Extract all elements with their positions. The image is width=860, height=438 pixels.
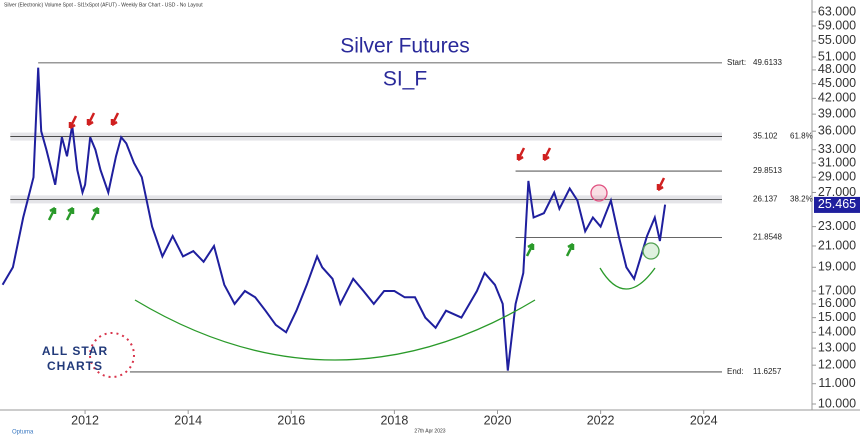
- arrow: [47, 206, 57, 221]
- y-tick-label: 15.000: [818, 310, 856, 324]
- y-tick-label: 36.000: [818, 123, 856, 137]
- x-tick-label: 2014: [174, 413, 202, 427]
- last-price: 25.465: [818, 197, 856, 211]
- x-tick-label: 2024: [690, 413, 718, 427]
- arc: [134, 299, 536, 361]
- last-price-box: [814, 196, 860, 213]
- x-tick-label: 2020: [484, 413, 512, 427]
- y-tick-label: 13.000: [818, 340, 856, 354]
- footer-brand: Optuma: [12, 430, 34, 436]
- y-tick-label: 17.000: [818, 283, 856, 297]
- logo: ALL STAR CHARTS: [42, 332, 135, 378]
- annotations: [134, 184, 660, 361]
- y-tick-label: 33.000: [818, 142, 856, 156]
- arc: [599, 267, 656, 290]
- level-value: 29.8513: [753, 166, 782, 175]
- x-tick-label: 2016: [277, 413, 305, 427]
- x-tick-label: 2022: [587, 413, 615, 427]
- y-tick-label: 11.000: [818, 376, 855, 390]
- arrow: [525, 242, 535, 257]
- arrow: [516, 147, 526, 162]
- footer-date: 27th Apr 2023: [414, 428, 445, 434]
- arrows: [47, 112, 666, 257]
- header: Silver (Electronic) Volume Spot - SI1!xS…: [4, 2, 203, 8]
- logo-text: ALL STAR: [42, 344, 108, 358]
- logo-text: CHARTS: [47, 359, 103, 373]
- chart-title: Silver Futures: [340, 35, 470, 58]
- level-prefix: Start:: [727, 58, 746, 67]
- y-tick-label: 31.000: [818, 155, 856, 169]
- arrow: [656, 177, 666, 192]
- y-tick-label: 45.000: [818, 76, 856, 90]
- price-line: [1, 67, 667, 371]
- y-tick-label: 29.000: [818, 170, 856, 184]
- x-tick-label: 2018: [380, 413, 408, 427]
- chart-subtitle: SI_F: [383, 68, 427, 91]
- arrow: [90, 206, 100, 221]
- y-tick-label: 23.000: [818, 219, 856, 233]
- y-tick-label: 42.000: [818, 91, 856, 105]
- logo-ring: [89, 332, 135, 378]
- level-value: 49.6133: [753, 58, 782, 67]
- y-tick-label: 16.000: [818, 296, 856, 310]
- y-tick-label: 63.000: [818, 4, 856, 18]
- y-tick-label: 51.000: [818, 49, 856, 63]
- arrow: [86, 112, 96, 127]
- y-tick-label: 12.000: [818, 357, 856, 371]
- y-tick-label: 21.000: [818, 238, 856, 252]
- arrow: [542, 147, 552, 162]
- level-note: 38.2%: [790, 194, 813, 203]
- y-tick-label: 27.000: [818, 185, 856, 199]
- level-prefix: End:: [727, 367, 743, 376]
- arrow: [65, 206, 75, 221]
- x-tick-label: 2012: [71, 413, 99, 427]
- arrow: [68, 115, 78, 130]
- y-tick-label: 39.000: [818, 106, 856, 120]
- y-tick-label: 14.000: [818, 325, 856, 339]
- y-tick-label: 10.000: [818, 396, 856, 410]
- y-tick-label: 55.000: [818, 33, 856, 47]
- level-note: 61.8%: [790, 132, 813, 141]
- level-value: 11.6257: [753, 367, 782, 376]
- arrow: [110, 112, 120, 127]
- arrow: [565, 242, 575, 257]
- y-tick-label: 48.000: [818, 62, 856, 76]
- level-value: 35.102: [753, 132, 778, 141]
- highlight: [590, 184, 608, 202]
- level-value: 26.137: [753, 194, 778, 203]
- y-tick-label: 59.000: [818, 18, 856, 32]
- highlight: [642, 242, 660, 260]
- level-value: 21.8548: [753, 233, 782, 242]
- y-tick-label: 19.000: [818, 260, 856, 274]
